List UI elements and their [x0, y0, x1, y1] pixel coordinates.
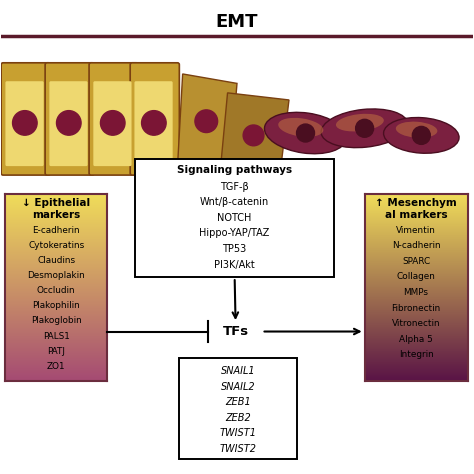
- Text: Collagen: Collagen: [397, 273, 436, 282]
- Ellipse shape: [264, 112, 346, 154]
- FancyBboxPatch shape: [93, 81, 132, 166]
- Text: Fibronectin: Fibronectin: [392, 304, 441, 313]
- Text: TGF-β: TGF-β: [220, 182, 249, 191]
- Text: SPARC: SPARC: [402, 257, 430, 266]
- Circle shape: [142, 110, 166, 135]
- Circle shape: [356, 119, 374, 137]
- FancyBboxPatch shape: [130, 63, 179, 175]
- Text: Signaling pathways: Signaling pathways: [177, 164, 292, 175]
- Text: Integrin: Integrin: [399, 350, 434, 359]
- Circle shape: [12, 110, 37, 135]
- Text: Vitronectin: Vitronectin: [392, 319, 440, 328]
- Ellipse shape: [278, 118, 323, 137]
- FancyBboxPatch shape: [49, 81, 88, 166]
- Circle shape: [56, 110, 81, 135]
- Ellipse shape: [383, 118, 459, 153]
- Text: Occludin: Occludin: [37, 286, 75, 295]
- Text: TP53: TP53: [222, 244, 247, 254]
- Text: Vimentin: Vimentin: [396, 226, 436, 235]
- FancyBboxPatch shape: [89, 63, 138, 175]
- Text: Wnt/β-catenin: Wnt/β-catenin: [200, 197, 269, 207]
- Circle shape: [195, 110, 218, 133]
- Text: SNAIL1: SNAIL1: [221, 366, 256, 376]
- Circle shape: [243, 125, 264, 146]
- Circle shape: [412, 127, 430, 145]
- Text: ZEB2: ZEB2: [226, 413, 251, 423]
- FancyBboxPatch shape: [135, 81, 173, 166]
- Text: PALS1: PALS1: [43, 331, 70, 340]
- Text: Cytokeratins: Cytokeratins: [28, 241, 84, 250]
- FancyBboxPatch shape: [136, 159, 334, 277]
- Circle shape: [297, 124, 315, 142]
- Text: E-cadherin: E-cadherin: [32, 226, 80, 235]
- Text: ZO1: ZO1: [47, 362, 65, 371]
- Text: TWIST2: TWIST2: [220, 444, 257, 454]
- Text: Plakoglobin: Plakoglobin: [31, 317, 82, 325]
- Text: Alpha 5: Alpha 5: [399, 335, 433, 344]
- Text: TWIST1: TWIST1: [220, 428, 257, 438]
- FancyBboxPatch shape: [45, 63, 94, 175]
- Text: EMT: EMT: [216, 12, 258, 30]
- Circle shape: [100, 110, 125, 135]
- Ellipse shape: [336, 114, 384, 131]
- FancyBboxPatch shape: [5, 81, 44, 166]
- Text: Hippo-YAP/TAZ: Hippo-YAP/TAZ: [200, 228, 270, 238]
- Text: TFs: TFs: [222, 325, 249, 338]
- Text: Claudins: Claudins: [37, 256, 75, 265]
- Text: ZEB1: ZEB1: [226, 397, 251, 407]
- Text: MMPs: MMPs: [404, 288, 428, 297]
- Text: Plakophilin: Plakophilin: [32, 301, 80, 310]
- Text: Desmoplakin: Desmoplakin: [27, 271, 85, 280]
- Text: NOTCH: NOTCH: [218, 213, 252, 223]
- Polygon shape: [178, 74, 237, 168]
- Text: ↑ Mesenchym
al markers: ↑ Mesenchym al markers: [375, 198, 457, 220]
- FancyBboxPatch shape: [1, 63, 50, 175]
- Text: PI3K/Akt: PI3K/Akt: [214, 260, 255, 270]
- Text: N-cadherin: N-cadherin: [392, 241, 440, 250]
- Text: SNAIL2: SNAIL2: [221, 382, 256, 392]
- Polygon shape: [220, 93, 289, 178]
- Ellipse shape: [396, 122, 438, 138]
- Text: ↓ Epithelial
markers: ↓ Epithelial markers: [22, 198, 90, 220]
- Text: PATJ: PATJ: [47, 346, 65, 356]
- FancyBboxPatch shape: [179, 357, 298, 459]
- Ellipse shape: [321, 109, 408, 147]
